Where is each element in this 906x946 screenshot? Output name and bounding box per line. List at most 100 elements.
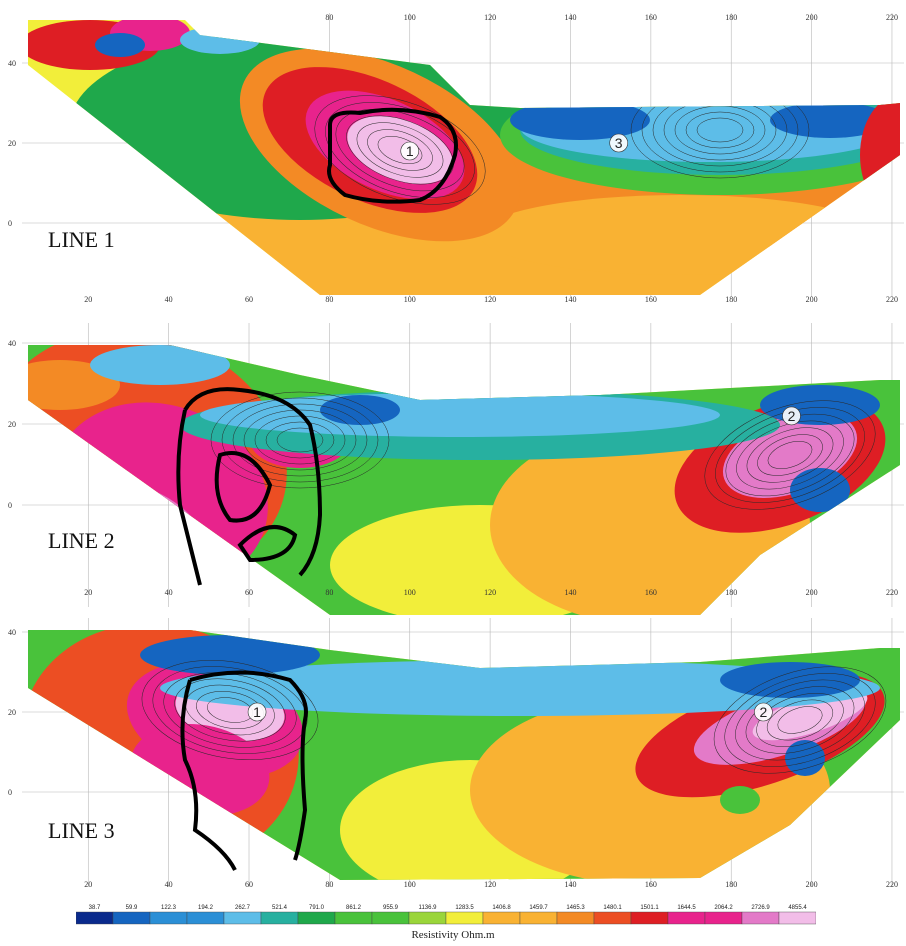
x-tick-label: 20 [84,588,92,597]
anomaly-marker [782,406,801,426]
colorbar-swatch [76,911,114,925]
y-tick-label: 20 [8,420,16,429]
colorbar-swatch [778,911,816,925]
contour [696,117,744,143]
resistivity-field [28,345,900,615]
colorbar-value: 861.2 [346,905,362,911]
contour [141,660,319,760]
x-tick-label: 80 [325,13,333,22]
colorbar-swatch [741,911,780,925]
x-tick-label: 160 [645,588,657,597]
colorbar-value: 2726.9 [751,905,770,911]
contour [766,699,834,741]
x-tick-label: 120 [484,295,496,304]
colorbar-value: 1501.1 [640,905,659,911]
x-tick-label: 220 [886,588,898,597]
y-tick-label: 20 [8,708,16,717]
colorbar-swatch [704,911,743,925]
blue-cell [785,740,825,776]
contour [377,136,423,164]
y-tick-label: 40 [8,339,16,348]
x-tick-label: 180 [725,13,737,22]
x-tick-label: 100 [404,13,416,22]
contour-lines [210,391,876,510]
colorbar-swatch [593,911,632,925]
contour [221,397,379,483]
colorbar-value: 122.3 [161,905,177,911]
colorbar-value: 1283.5 [455,905,474,911]
y-tick-label: 0 [8,788,12,797]
contour [152,666,308,754]
y-tick-label: 0 [8,501,12,510]
anomaly-outline-2 [176,387,323,586]
line-label: LINE 1 [48,227,115,252]
anomaly-label: 1 [253,704,261,720]
colorbar-value: 521.4 [272,905,288,911]
x-tick-label: 220 [886,13,898,22]
x-tick-label: 100 [404,295,416,304]
x-tick-label: 20 [84,880,92,889]
blue-cell [510,100,650,140]
x-tick-label: 160 [645,295,657,304]
contour [735,679,865,761]
x-tick-label: 40 [165,295,173,304]
colorbar-swatch [334,911,373,925]
resistivity-field [28,20,900,295]
colorbar-value: 38.7 [89,905,101,911]
colorbar-value: 1406.8 [492,905,511,911]
contour [724,673,876,767]
blue-cell [770,102,890,138]
anomaly-outline [327,107,458,204]
colorbar-value: 1480.1 [603,905,622,911]
y-tick-label: 40 [8,628,16,637]
contour [314,95,486,205]
contour [265,421,335,459]
pink-core-east [752,689,868,741]
line-label: LINE 3 [48,818,115,843]
colorbar-swatch [482,911,521,925]
contour [736,420,844,490]
x-tick-label: 80 [325,588,333,597]
x-tick-label: 80 [325,295,333,304]
lightblue-band [160,660,880,716]
profile-line-3: 20 40 60 80 100 120 140 160 180 200 220 40 20 0 LINE 3… [0,610,906,895]
x-tick-label: 160 [645,880,657,889]
blue-top [140,635,320,675]
y-tick-label: 20 [8,139,16,148]
orange-west [28,360,120,410]
x-tick-label: 20 [84,295,92,304]
x-tick-label: 200 [806,13,818,22]
x-tick-label: 180 [725,295,737,304]
colorbar-swatch [186,911,225,925]
orange-deep [480,195,880,275]
blue-cell [760,385,880,425]
contour [335,108,465,192]
x-tick-label: 40 [165,880,173,889]
contour [163,672,297,748]
contour [746,427,834,483]
anomaly-label: 2 [788,408,796,424]
colorbar-value: 262.7 [235,905,251,911]
contour [756,693,844,747]
x-tick-label: 80 [325,880,333,889]
x-tick-label: 100 [404,588,416,597]
x-tick-label: 120 [484,880,496,889]
blue-top [95,33,145,57]
colorbar-value: 2064.2 [714,905,733,911]
x-tick-label: 220 [886,295,898,304]
x-tick-label: 100 [404,880,416,889]
anomaly-outline [176,387,323,586]
blue-cell [720,662,860,698]
green-cell [720,786,760,814]
colorbar-swatch [556,911,595,925]
y-tick-label: 0 [8,219,12,228]
colorbar-swatch [445,911,484,925]
x-tick-label: 180 [725,880,737,889]
lightblue-west [90,345,230,385]
pink-core [347,116,453,184]
colorbar-swatch [149,911,188,925]
colorbar-swatch [408,911,447,925]
contour [367,129,433,171]
